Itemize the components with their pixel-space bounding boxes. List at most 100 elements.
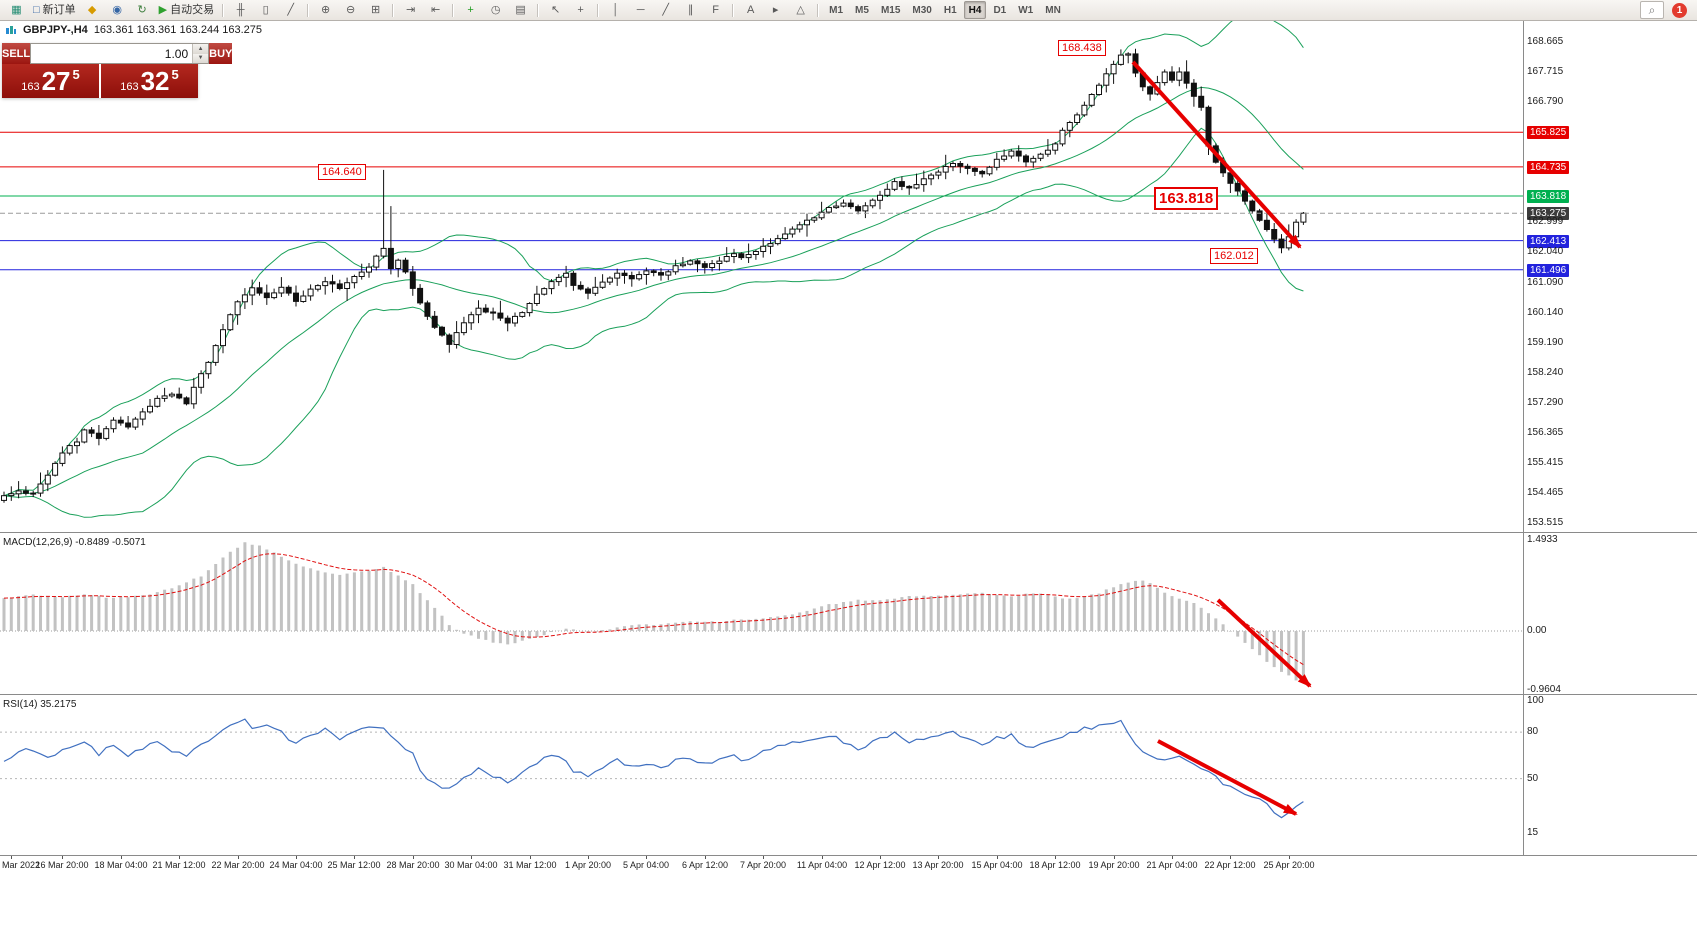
timeframe-h1-button[interactable]: H1 xyxy=(943,4,957,16)
periods-icon[interactable]: ◷ xyxy=(484,1,507,20)
refresh-icon[interactable]: ↻ xyxy=(131,1,154,20)
terminal-window-icon[interactable]: ▦ xyxy=(5,1,28,20)
time-label: 28 Mar 20:00 xyxy=(386,860,440,870)
trend-arrow[interactable] xyxy=(1216,598,1312,688)
price-label-165.825: 165.825 xyxy=(1527,126,1570,139)
panel-separator[interactable] xyxy=(0,532,1697,533)
line-chart-mode-icon: ╱ xyxy=(287,3,294,16)
time-label: 19 Apr 20:00 xyxy=(1088,860,1140,870)
autotrading-button[interactable]: ▶ 自动交易 xyxy=(156,1,217,20)
time-tick xyxy=(1230,856,1231,859)
time-tick xyxy=(1289,856,1290,859)
volume-up-button[interactable]: ▲ xyxy=(193,44,209,54)
time-tick xyxy=(646,856,647,859)
timeframe-d1-button[interactable]: D1 xyxy=(993,4,1007,16)
terminal-window-icon: ▦ xyxy=(11,3,22,16)
rsi-panel[interactable] xyxy=(0,695,1523,855)
chart-annotations: 168.438 164.640 163.818 162.012 xyxy=(0,21,1697,874)
time-axis[interactable]: Mar 2022 16 Mar 20:00 18 Mar 04:00 21 Mar 1… xyxy=(0,855,1697,874)
price-label-162.040: 162.040 xyxy=(1527,246,1564,257)
chart-title: GBPJPY-,H4 163.361 163.361 163.244 163.2… xyxy=(5,24,262,36)
timeframe-m1-button[interactable]: M1 xyxy=(829,4,844,16)
timeframe-w1-button[interactable]: W1 xyxy=(1018,4,1034,16)
horizontal-line-icon: ─ xyxy=(636,3,645,16)
timeframe-m5-button[interactable]: M5 xyxy=(855,4,869,16)
price-annotation-168.438[interactable]: 168.438 xyxy=(1058,40,1106,56)
time-label: 18 Mar 04:00 xyxy=(94,860,148,870)
zoom-in-icon[interactable]: ⊕ xyxy=(314,1,337,20)
market-watch-icon[interactable]: ◉ xyxy=(106,1,129,20)
metaeditor-icon[interactable]: ◆ xyxy=(81,1,104,20)
auto-scroll-icon: ⇥ xyxy=(406,3,416,16)
sell-button[interactable]: SELL xyxy=(2,43,31,64)
price-annotation-164.640[interactable]: 164.640 xyxy=(318,164,366,180)
fibonacci-icon[interactable]: F xyxy=(704,1,727,20)
time-tick xyxy=(413,856,414,859)
new-order-button[interactable]: □ 新订单 xyxy=(30,1,79,20)
search-icon[interactable]: ⌕ xyxy=(1640,1,1664,19)
sell-price-sup: 5 xyxy=(72,67,80,82)
auto-scroll-icon[interactable]: ⇥ xyxy=(399,1,422,20)
price-label-154.465: 154.465 xyxy=(1527,487,1564,498)
buy-button[interactable]: BUY xyxy=(209,43,233,64)
time-tick xyxy=(530,856,531,859)
sell-price-prefix: 163 xyxy=(21,81,40,93)
price-annotation-162.012[interactable]: 162.012 xyxy=(1210,248,1258,264)
chart-shift-icon[interactable]: ⇤ xyxy=(424,1,447,20)
arrow-tool-icon[interactable]: ▸ xyxy=(764,1,787,20)
time-tick xyxy=(121,856,122,859)
trend-arrow[interactable] xyxy=(1157,739,1298,816)
indicators-icon[interactable]: + xyxy=(459,1,482,20)
horizontal-line-icon[interactable]: ─ xyxy=(629,1,652,20)
notification-badge[interactable]: 1 xyxy=(1672,2,1687,18)
text-tool-icon: A xyxy=(746,3,755,16)
macd-values: -0.8489 -0.5071 xyxy=(75,537,146,548)
trend-arrow[interactable] xyxy=(1131,60,1302,249)
timeframe-m15-button[interactable]: M15 xyxy=(880,4,901,16)
text-tool-icon[interactable]: A xyxy=(739,1,762,20)
bar-chart-mode-icon[interactable]: ╫ xyxy=(229,1,252,20)
time-label: Mar 2022 xyxy=(2,860,41,870)
price-label-159.190: 159.190 xyxy=(1527,337,1564,348)
price-label-158.240: 158.240 xyxy=(1527,367,1564,378)
timeframe-mn-button[interactable]: MN xyxy=(1045,4,1061,16)
price-axis-border xyxy=(1523,21,1524,874)
time-tick xyxy=(1114,856,1115,859)
zoom-out-icon[interactable]: ⊖ xyxy=(339,1,362,20)
channel-icon[interactable]: ∥ xyxy=(679,1,702,20)
price-annotation-163.818[interactable]: 163.818 xyxy=(1154,187,1219,210)
chart-window[interactable]: GBPJPY-,H4 163.361 163.361 163.244 163.2… xyxy=(0,21,1697,874)
cursor-icon[interactable]: ↖ xyxy=(544,1,567,20)
volume-down-button[interactable]: ▼ xyxy=(193,53,209,63)
tile-windows-icon[interactable]: ⊞ xyxy=(364,1,387,20)
crosshair-icon[interactable]: + xyxy=(569,1,592,20)
time-tick xyxy=(938,856,939,859)
panel-separator[interactable] xyxy=(0,694,1697,695)
time-label: 30 Mar 04:00 xyxy=(444,860,498,870)
time-tick xyxy=(880,856,881,859)
timeframe-h4-button[interactable]: H4 xyxy=(963,1,987,19)
templates-icon: ▤ xyxy=(515,3,526,16)
trendline-icon[interactable]: ╱ xyxy=(654,1,677,20)
timeframe-m30-button[interactable]: M30 xyxy=(912,4,932,16)
sell-price-button[interactable]: 163 27 5 xyxy=(2,64,99,98)
shapes-tool-icon[interactable]: △ xyxy=(789,1,812,20)
line-chart-mode-icon[interactable]: ╱ xyxy=(279,1,302,20)
time-label: 31 Mar 12:00 xyxy=(503,860,557,870)
templates-icon[interactable]: ▤ xyxy=(509,1,532,20)
price-axis[interactable]: 168.665 167.715 166.790 165.825 164.735 163.8… xyxy=(1523,21,1697,874)
autotrading-button-label: 自动交易 xyxy=(170,3,215,16)
price-label-163.275: 163.275 xyxy=(1527,207,1570,220)
macd-panel[interactable] xyxy=(0,533,1523,694)
buy-price-button[interactable]: 163 32 5 xyxy=(101,64,198,98)
price-label-162.999: 162.999 xyxy=(1527,216,1564,227)
vertical-line-icon[interactable]: │ xyxy=(604,1,627,20)
time-tick xyxy=(997,856,998,859)
main-chart[interactable] xyxy=(0,21,1523,532)
time-label: 25 Mar 12:00 xyxy=(327,860,381,870)
candlestick-mode-icon[interactable]: ▯ xyxy=(254,1,277,20)
candlestick-mode-icon: ▯ xyxy=(262,3,269,16)
rsi-scale-100: 100 xyxy=(1527,695,1544,706)
volume-input[interactable] xyxy=(31,44,193,63)
